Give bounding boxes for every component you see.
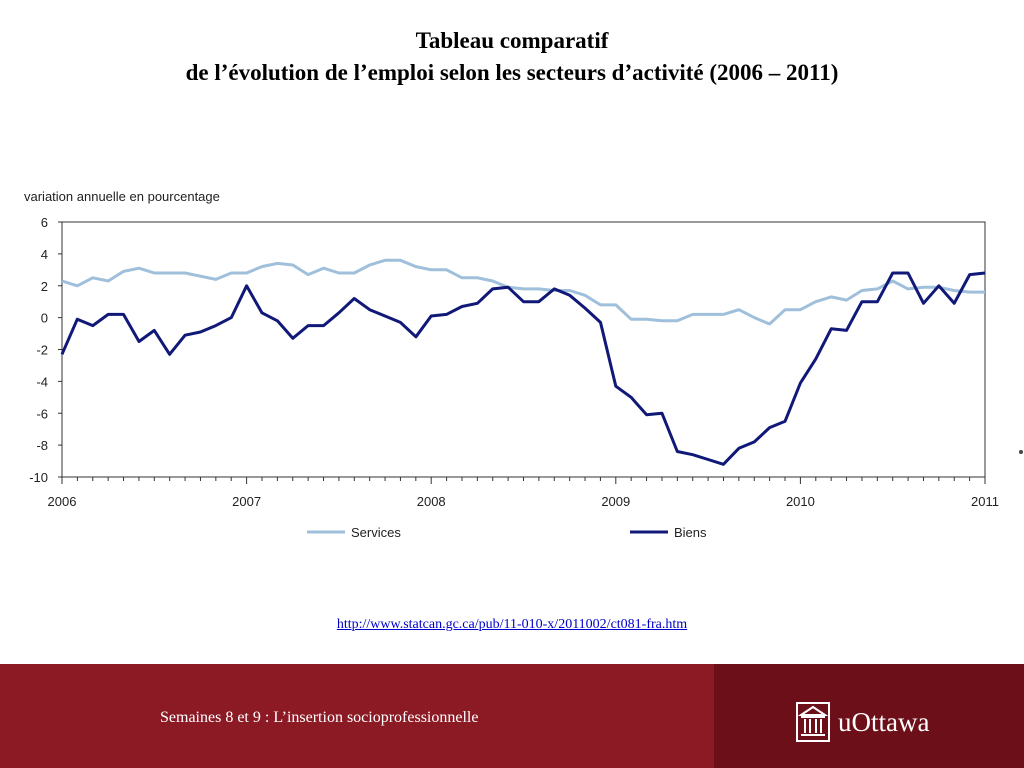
x-tick-label: 2009 — [601, 494, 630, 509]
plot-frame — [61, 221, 986, 478]
source-link[interactable]: http://www.statcan.gc.ca/pub/11-010-x/20… — [336, 617, 688, 632]
y-tick-label: -6 — [36, 406, 48, 421]
legend-label-services: Services — [351, 525, 401, 540]
footer-bar: uOttawa Semaines 8 et 9 : L’insertion so… — [0, 664, 1024, 768]
y-tick-label: -8 — [36, 438, 48, 453]
logo-text: uOttawa — [838, 706, 930, 737]
y-tick-label: 2 — [41, 279, 48, 294]
building-icon — [796, 702, 830, 742]
side-marker — [1019, 450, 1023, 454]
y-tick-label: 4 — [41, 247, 48, 262]
line-chart: variation annuelle en pourcentage 6 4 2 0 -2… — [24, 189, 999, 540]
x-tick-label: 2006 — [48, 494, 77, 509]
y-tick-label: 0 — [41, 311, 48, 326]
uottawa-logo: uOttawa — [796, 701, 929, 743]
x-tick-label: 2011 — [971, 494, 999, 509]
x-tick-label: 2008 — [417, 494, 446, 509]
x-tick-label: 2007 — [232, 494, 261, 509]
series-line-biens — [60, 271, 986, 466]
slide-title-line1: Tableau comparatif — [415, 28, 609, 53]
footer-logo-panel: uOttawa — [714, 664, 1024, 768]
y-tick-label: -10 — [29, 470, 48, 485]
legend-label-biens: Biens — [674, 525, 707, 540]
y-tick-label: -2 — [36, 343, 48, 358]
y-axis-label: variation annuelle en pourcentage — [24, 189, 220, 204]
y-tick-label: 6 — [41, 215, 48, 230]
y-tick-label: -4 — [36, 374, 48, 389]
x-tick-label: 2010 — [786, 494, 815, 509]
series-line-services — [61, 258, 985, 326]
footer-course-title: Semaines 8 et 9 : L’insertion socioprofe… — [160, 709, 479, 726]
slide-title-line2: de l’évolution de l’emploi selon les sec… — [185, 60, 839, 85]
